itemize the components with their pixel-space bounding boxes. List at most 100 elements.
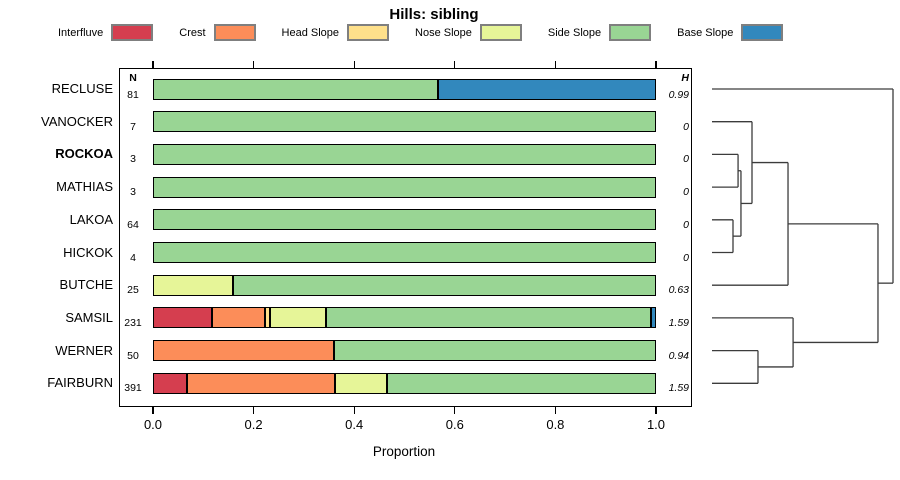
segment-side-slope xyxy=(334,340,656,362)
row-label-rockoa: ROCKOA xyxy=(55,146,113,162)
legend-label: Crest xyxy=(179,26,206,39)
segment-side-slope xyxy=(153,78,439,100)
n-value: 81 xyxy=(127,89,139,101)
interfluve-swatch-icon xyxy=(111,24,154,41)
bar-butche xyxy=(153,274,656,296)
segment-nose-slope xyxy=(269,307,327,329)
x-tick-top xyxy=(253,61,255,68)
chart-title: Hills: sibling xyxy=(389,6,479,23)
x-axis-title: Proportion xyxy=(372,444,436,459)
x-tick-bottom xyxy=(152,407,154,414)
segment-side-slope xyxy=(386,372,656,394)
segment-nose-slope xyxy=(335,372,387,394)
n-value: 4 xyxy=(130,251,136,264)
legend-label: Interfluve xyxy=(58,26,104,39)
segment-nose-slope xyxy=(153,274,234,296)
legend-label: Side Slope xyxy=(547,26,602,39)
h-value: 0.63 xyxy=(668,284,689,297)
legend-item-base-slope: Base Slope xyxy=(677,24,784,41)
x-tick-top xyxy=(454,61,456,68)
bar-werner xyxy=(153,340,656,362)
row-label-vanocker: VANOCKER xyxy=(41,113,113,129)
bar-lakoa xyxy=(153,209,656,231)
row-label-werner: WERNER xyxy=(55,342,113,358)
n-value: 391 xyxy=(124,382,142,395)
x-tick-top xyxy=(554,61,556,68)
legend-item-crest: Crest xyxy=(179,24,256,41)
head-slope-swatch-icon xyxy=(347,24,390,41)
segment-base-slope xyxy=(438,78,656,100)
legend-label: Base Slope xyxy=(677,26,734,39)
segment-side-slope xyxy=(153,143,656,165)
segment-side-slope xyxy=(326,307,651,329)
x-tick-label: 0.0 xyxy=(143,417,163,432)
bar-fairburn xyxy=(153,372,656,394)
n-value: 3 xyxy=(130,186,136,199)
row-label-fairburn: FAIRBURN xyxy=(47,375,113,391)
x-tick-bottom xyxy=(454,407,456,414)
x-tick-bottom xyxy=(655,407,657,414)
h-value: 1.59 xyxy=(668,382,689,395)
n-value: 231 xyxy=(124,316,142,329)
row-label-lakoa: LAKOA xyxy=(69,211,113,227)
segment-side-slope xyxy=(153,209,656,231)
bar-samsil xyxy=(153,307,656,329)
segment-side-slope xyxy=(153,176,656,198)
x-tick-top xyxy=(655,61,657,68)
n-value: 7 xyxy=(130,120,136,133)
legend-item-interfluve: Interfluve xyxy=(58,24,154,41)
segment-head-slope xyxy=(265,307,270,329)
segment-crest xyxy=(186,372,336,394)
legend-item-nose-slope: Nose Slope xyxy=(415,24,522,41)
x-tick-bottom xyxy=(554,407,556,414)
h-value: 0 xyxy=(683,218,689,231)
x-tick-label: 0.4 xyxy=(345,417,364,432)
x-tick-label: 0.2 xyxy=(244,417,263,432)
h-value: 1.59 xyxy=(668,316,689,329)
segment-side-slope xyxy=(233,274,656,296)
h-value: 0.94 xyxy=(668,349,689,362)
x-tick-label: 0.8 xyxy=(546,417,565,432)
segment-interfluve xyxy=(153,307,212,329)
legend-item-head-slope: Head Slope xyxy=(282,24,390,41)
row-label-samsil: SAMSIL xyxy=(65,309,113,325)
base-slope-swatch-icon xyxy=(741,24,784,41)
row-label-hickok: HICKOK xyxy=(63,244,113,260)
x-tick-label: 0.6 xyxy=(445,417,464,432)
h-value: 0 xyxy=(683,153,689,166)
segment-crest xyxy=(211,307,266,329)
h-value: 0 xyxy=(683,251,689,264)
nose-slope-swatch-icon xyxy=(479,24,522,41)
bar-recluse xyxy=(153,78,656,100)
bar-rockoa xyxy=(153,143,656,165)
legend: Interfluve Crest Head Slope Nose Slope Side … xyxy=(58,24,784,41)
x-tick-top xyxy=(353,61,355,68)
x-tick-label: 1.0 xyxy=(646,417,666,432)
n-column-header: N xyxy=(129,72,137,84)
n-value: 25 xyxy=(127,284,139,297)
segment-base-slope xyxy=(650,307,656,329)
n-value: 64 xyxy=(127,218,139,231)
n-value: 3 xyxy=(130,153,136,166)
segment-side-slope xyxy=(153,242,656,263)
row-label-mathias: MATHIAS xyxy=(56,179,113,195)
x-tick-top xyxy=(152,61,154,68)
h-column-header: H xyxy=(681,72,689,84)
segment-interfluve xyxy=(153,372,187,394)
plot-area-border xyxy=(119,68,692,407)
legend-label: Nose Slope xyxy=(415,26,472,39)
legend-item-side-slope: Side Slope xyxy=(547,24,652,41)
h-value: 0 xyxy=(683,120,689,133)
legend-label: Head Slope xyxy=(281,26,340,39)
row-label-butche: BUTCHE xyxy=(59,277,113,293)
x-tick-bottom xyxy=(253,407,255,414)
h-value: 0.99 xyxy=(668,89,689,101)
row-label-recluse: RECLUSE xyxy=(51,81,113,96)
bar-vanocker xyxy=(153,111,656,133)
n-value: 50 xyxy=(127,349,139,362)
bar-mathias xyxy=(153,176,656,198)
segment-crest xyxy=(153,340,335,362)
crest-swatch-icon xyxy=(213,24,256,41)
segment-side-slope xyxy=(153,111,656,133)
